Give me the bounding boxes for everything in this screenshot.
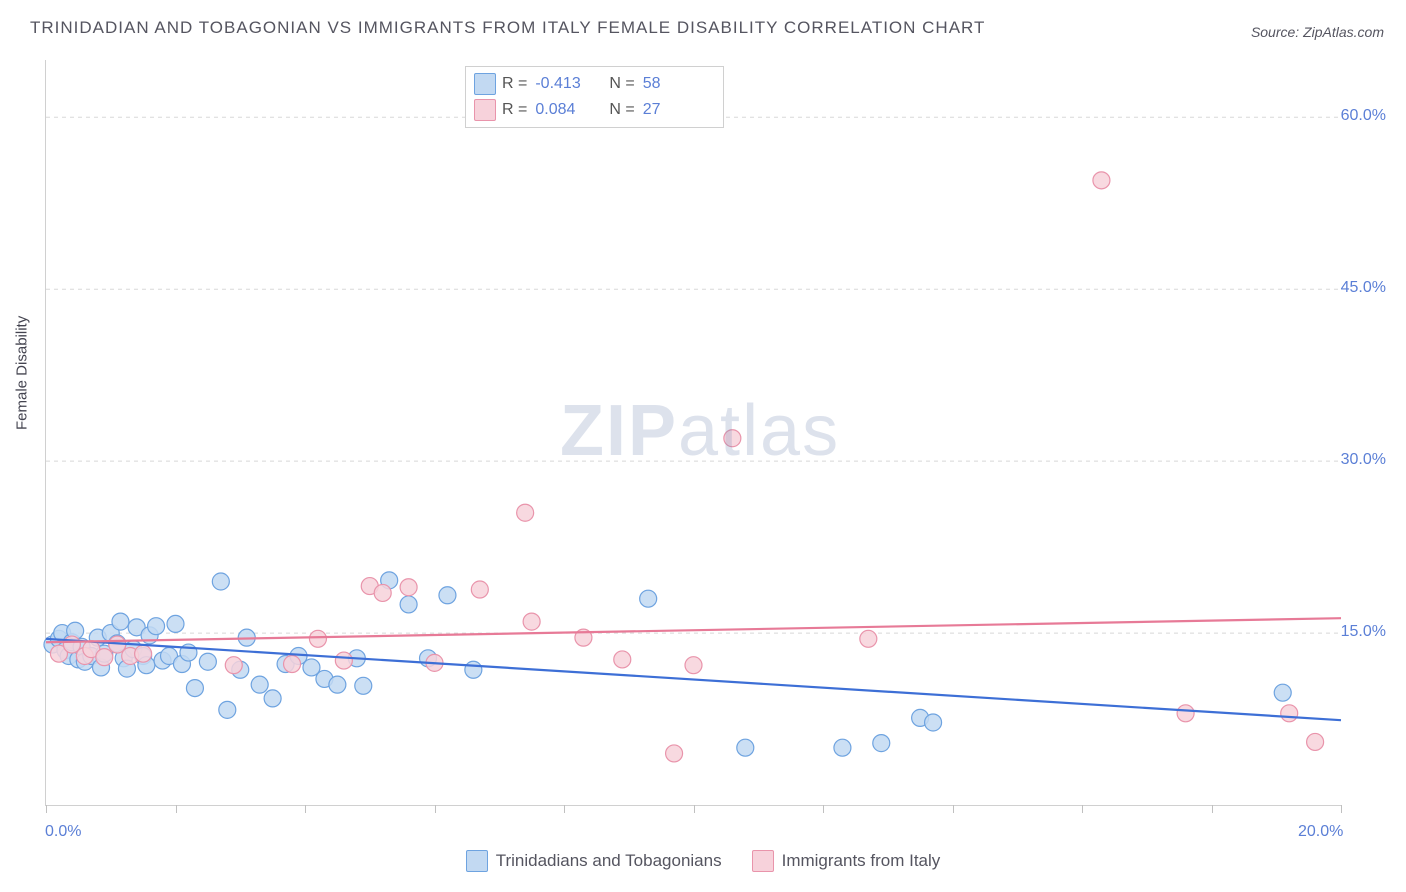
legend-series: Trinidadians and Tobagonians Immigrants … bbox=[0, 850, 1406, 872]
r-value-1: -0.413 bbox=[535, 75, 587, 93]
chart-title: TRINIDADIAN AND TOBAGONIAN VS IMMIGRANTS… bbox=[30, 18, 985, 38]
r-value-2: 0.084 bbox=[535, 101, 587, 119]
y-axis-label: Female Disability bbox=[14, 316, 31, 430]
legend-correlation: R =-0.413 N =58 R =0.084 N =27 bbox=[465, 66, 724, 128]
legend-row-series-2: R =0.084 N =27 bbox=[474, 97, 711, 123]
n-value-1: 58 bbox=[643, 75, 695, 93]
legend-item-2: Immigrants from Italy bbox=[752, 850, 941, 872]
scatter-plot bbox=[45, 60, 1341, 806]
n-value-2: 27 bbox=[643, 101, 695, 119]
x-tick-label: 0.0% bbox=[45, 823, 81, 841]
y-tick-label: 60.0% bbox=[1341, 107, 1386, 125]
x-tick-label: 20.0% bbox=[1298, 823, 1343, 841]
source-attribution: Source: ZipAtlas.com bbox=[1251, 24, 1384, 40]
legend-item-1: Trinidadians and Tobagonians bbox=[466, 850, 722, 872]
y-tick-label: 15.0% bbox=[1341, 623, 1386, 641]
y-tick-label: 45.0% bbox=[1341, 279, 1386, 297]
y-tick-label: 30.0% bbox=[1341, 451, 1386, 469]
legend-row-series-1: R =-0.413 N =58 bbox=[474, 71, 711, 97]
